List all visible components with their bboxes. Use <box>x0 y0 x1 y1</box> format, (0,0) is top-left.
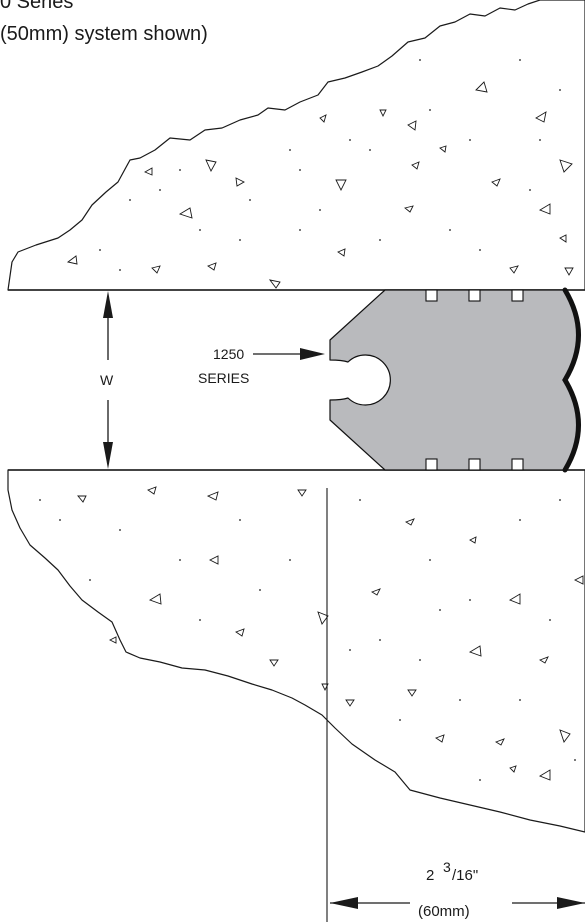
series-heading: 0 Series <box>0 0 73 13</box>
aggregate-dots-lower <box>39 499 576 781</box>
aggregate-texture-upper <box>66 81 574 289</box>
callout-arrowhead <box>300 348 325 360</box>
seal-slot-bottom-3 <box>511 458 524 471</box>
system-shown-note: (50mm) system shown) <box>0 23 208 45</box>
series-word-label: SERIES <box>198 370 249 386</box>
seal-slot-top-1 <box>425 289 438 302</box>
seal-slot-bottom-1 <box>425 458 438 471</box>
aggregate-texture-lower <box>77 486 584 781</box>
series-callout: 1250 SERIES <box>198 346 325 386</box>
seal-profile <box>329 287 581 473</box>
depth-value-metric: (60mm) <box>418 903 470 920</box>
seal-slot-bottom-2 <box>468 458 481 471</box>
series-number-label: 1250 <box>213 346 244 362</box>
seal-slot-top-2 <box>468 289 481 302</box>
seal-slot-top-3 <box>511 289 524 302</box>
gap-width-label: W <box>100 372 114 388</box>
depth-value-numerator: 3 <box>443 859 451 875</box>
lower-concrete-slab <box>7 469 585 833</box>
depth-value-whole: 2 <box>426 867 434 884</box>
gap-width-dimension: W <box>100 291 114 469</box>
aggregate-dots-upper <box>99 59 561 271</box>
depth-dimension: 2 3 /16" (60mm) <box>326 488 585 922</box>
depth-value-denominator: /16" <box>452 867 478 884</box>
